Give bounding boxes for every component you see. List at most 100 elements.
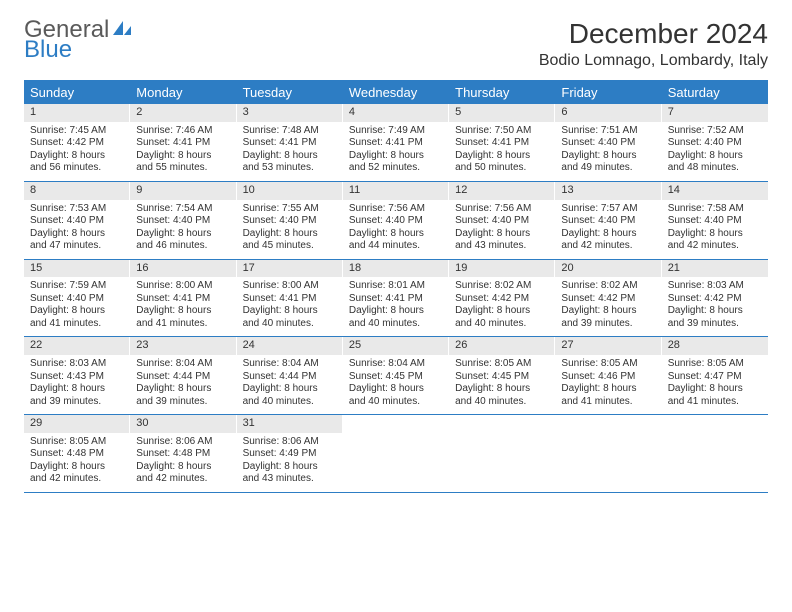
sunset-line: Sunset: 4:42 PM <box>455 293 549 306</box>
day-body: Sunrise: 7:56 AMSunset: 4:40 PMDaylight:… <box>449 200 555 259</box>
daylight-line: Daylight: 8 hours and 52 minutes. <box>349 150 443 175</box>
sunrise-line: Sunrise: 7:46 AM <box>136 125 230 138</box>
day-cell: 30Sunrise: 8:06 AMSunset: 4:48 PMDayligh… <box>130 415 236 492</box>
sunrise-line: Sunrise: 8:03 AM <box>30 358 124 371</box>
sunrise-line: Sunrise: 7:56 AM <box>349 203 443 216</box>
day-number: 6 <box>555 104 661 122</box>
daylight-line: Daylight: 8 hours and 56 minutes. <box>30 150 124 175</box>
sunset-line: Sunset: 4:40 PM <box>349 215 443 228</box>
day-body: Sunrise: 8:03 AMSunset: 4:43 PMDaylight:… <box>24 355 130 414</box>
sunrise-line: Sunrise: 7:53 AM <box>30 203 124 216</box>
day-body: Sunrise: 7:45 AMSunset: 4:42 PMDaylight:… <box>24 122 130 181</box>
daylight-line: Daylight: 8 hours and 49 minutes. <box>561 150 655 175</box>
day-number: 26 <box>449 337 555 355</box>
sunrise-line: Sunrise: 7:54 AM <box>136 203 230 216</box>
day-number: 30 <box>130 415 236 433</box>
day-body: Sunrise: 8:03 AMSunset: 4:42 PMDaylight:… <box>662 277 768 336</box>
day-number: 3 <box>237 104 343 122</box>
sunset-line: Sunset: 4:48 PM <box>30 448 124 461</box>
day-body: Sunrise: 7:57 AMSunset: 4:40 PMDaylight:… <box>555 200 661 259</box>
daylight-line: Daylight: 8 hours and 41 minutes. <box>561 383 655 408</box>
sunset-line: Sunset: 4:41 PM <box>136 137 230 150</box>
day-number: 14 <box>662 182 768 200</box>
day-number: 20 <box>555 260 661 278</box>
sunset-line: Sunset: 4:44 PM <box>136 371 230 384</box>
day-number: 9 <box>130 182 236 200</box>
day-number: 8 <box>24 182 130 200</box>
sunrise-line: Sunrise: 7:57 AM <box>561 203 655 216</box>
day-number: 1 <box>24 104 130 122</box>
logo-sail-icon <box>111 18 133 42</box>
sunrise-line: Sunrise: 8:02 AM <box>455 280 549 293</box>
day-body: Sunrise: 7:55 AMSunset: 4:40 PMDaylight:… <box>237 200 343 259</box>
daylight-line: Daylight: 8 hours and 43 minutes. <box>243 461 337 486</box>
day-cell: 5Sunrise: 7:50 AMSunset: 4:41 PMDaylight… <box>449 104 555 181</box>
sunrise-line: Sunrise: 8:00 AM <box>136 280 230 293</box>
sunrise-line: Sunrise: 8:04 AM <box>349 358 443 371</box>
daylight-line: Daylight: 8 hours and 41 minutes. <box>30 305 124 330</box>
day-body: Sunrise: 8:06 AMSunset: 4:48 PMDaylight:… <box>130 433 236 492</box>
day-number: 19 <box>449 260 555 278</box>
day-cell: 29Sunrise: 8:05 AMSunset: 4:48 PMDayligh… <box>24 415 130 492</box>
sunrise-line: Sunrise: 7:50 AM <box>455 125 549 138</box>
day-number: 27 <box>555 337 661 355</box>
sunset-line: Sunset: 4:43 PM <box>30 371 124 384</box>
sunset-line: Sunset: 4:41 PM <box>136 293 230 306</box>
sunset-line: Sunset: 4:40 PM <box>30 293 124 306</box>
day-cell: 12Sunrise: 7:56 AMSunset: 4:40 PMDayligh… <box>449 182 555 259</box>
sunrise-line: Sunrise: 8:05 AM <box>455 358 549 371</box>
sunset-line: Sunset: 4:40 PM <box>243 215 337 228</box>
day-number: 2 <box>130 104 236 122</box>
day-header-fri: Friday <box>555 81 661 104</box>
sunset-line: Sunset: 4:44 PM <box>243 371 337 384</box>
day-body: Sunrise: 8:04 AMSunset: 4:45 PMDaylight:… <box>343 355 449 414</box>
sunset-line: Sunset: 4:45 PM <box>455 371 549 384</box>
sunrise-line: Sunrise: 8:05 AM <box>30 436 124 449</box>
daylight-line: Daylight: 8 hours and 50 minutes. <box>455 150 549 175</box>
day-cell: 13Sunrise: 7:57 AMSunset: 4:40 PMDayligh… <box>555 182 661 259</box>
day-number: 18 <box>343 260 449 278</box>
day-cell: 1Sunrise: 7:45 AMSunset: 4:42 PMDaylight… <box>24 104 130 181</box>
sunset-line: Sunset: 4:40 PM <box>561 215 655 228</box>
day-body: Sunrise: 7:51 AMSunset: 4:40 PMDaylight:… <box>555 122 661 181</box>
sunrise-line: Sunrise: 7:58 AM <box>668 203 762 216</box>
day-number: 28 <box>662 337 768 355</box>
sunset-line: Sunset: 4:45 PM <box>349 371 443 384</box>
day-body: Sunrise: 7:59 AMSunset: 4:40 PMDaylight:… <box>24 277 130 336</box>
sunrise-line: Sunrise: 7:56 AM <box>455 203 549 216</box>
sunrise-line: Sunrise: 8:01 AM <box>349 280 443 293</box>
day-number: 25 <box>343 337 449 355</box>
sunset-line: Sunset: 4:42 PM <box>561 293 655 306</box>
day-header-sat: Saturday <box>662 81 768 104</box>
sunset-line: Sunset: 4:41 PM <box>243 137 337 150</box>
day-body: Sunrise: 8:02 AMSunset: 4:42 PMDaylight:… <box>555 277 661 336</box>
sunrise-line: Sunrise: 7:52 AM <box>668 125 762 138</box>
sunset-line: Sunset: 4:42 PM <box>30 137 124 150</box>
sunset-line: Sunset: 4:41 PM <box>243 293 337 306</box>
week-row: 1Sunrise: 7:45 AMSunset: 4:42 PMDaylight… <box>24 104 768 182</box>
day-body: Sunrise: 8:04 AMSunset: 4:44 PMDaylight:… <box>237 355 343 414</box>
week-row: 22Sunrise: 8:03 AMSunset: 4:43 PMDayligh… <box>24 337 768 415</box>
daylight-line: Daylight: 8 hours and 42 minutes. <box>668 228 762 253</box>
sunset-line: Sunset: 4:40 PM <box>30 215 124 228</box>
day-cell: 11Sunrise: 7:56 AMSunset: 4:40 PMDayligh… <box>343 182 449 259</box>
week-row: 29 Sunrise: 8:05 AMSunset: 4:48 PM Dayligh… <box>24 415 768 493</box>
day-cell: 15Sunrise: 7:59 AMSunset: 4:40 PMDayligh… <box>24 260 130 337</box>
day-number: 10 <box>237 182 343 200</box>
day-number: 29 <box>24 415 130 433</box>
daylight-line: Daylight: 8 hours and 39 minutes. <box>136 383 230 408</box>
day-body: Sunrise: 7:53 AMSunset: 4:40 PMDaylight:… <box>24 200 130 259</box>
daylight-line: Daylight: 8 hours and 40 minutes. <box>243 383 337 408</box>
sunrise-line: Sunrise: 8:06 AM <box>243 436 337 449</box>
day-body: Sunrise: 7:48 AMSunset: 4:41 PMDaylight:… <box>237 122 343 181</box>
week-row: 15Sunrise: 7:59 AMSunset: 4:40 PMDayligh… <box>24 260 768 338</box>
logo: General Blue <box>24 18 133 62</box>
sunset-line: Sunset: 4:46 PM <box>561 371 655 384</box>
day-cell: 14Sunrise: 7:58 AMSunset: 4:40 PMDayligh… <box>662 182 768 259</box>
day-body: Sunrise: 7:50 AMSunset: 4:41 PMDaylight:… <box>449 122 555 181</box>
day-header-tue: Tuesday <box>237 81 343 104</box>
day-number: 12 <box>449 182 555 200</box>
sunrise-line: Sunrise: 8:04 AM <box>243 358 337 371</box>
sunrise-line: Sunrise: 7:45 AM <box>30 125 124 138</box>
day-body: Sunrise: 8:04 AMSunset: 4:44 PMDaylight:… <box>130 355 236 414</box>
